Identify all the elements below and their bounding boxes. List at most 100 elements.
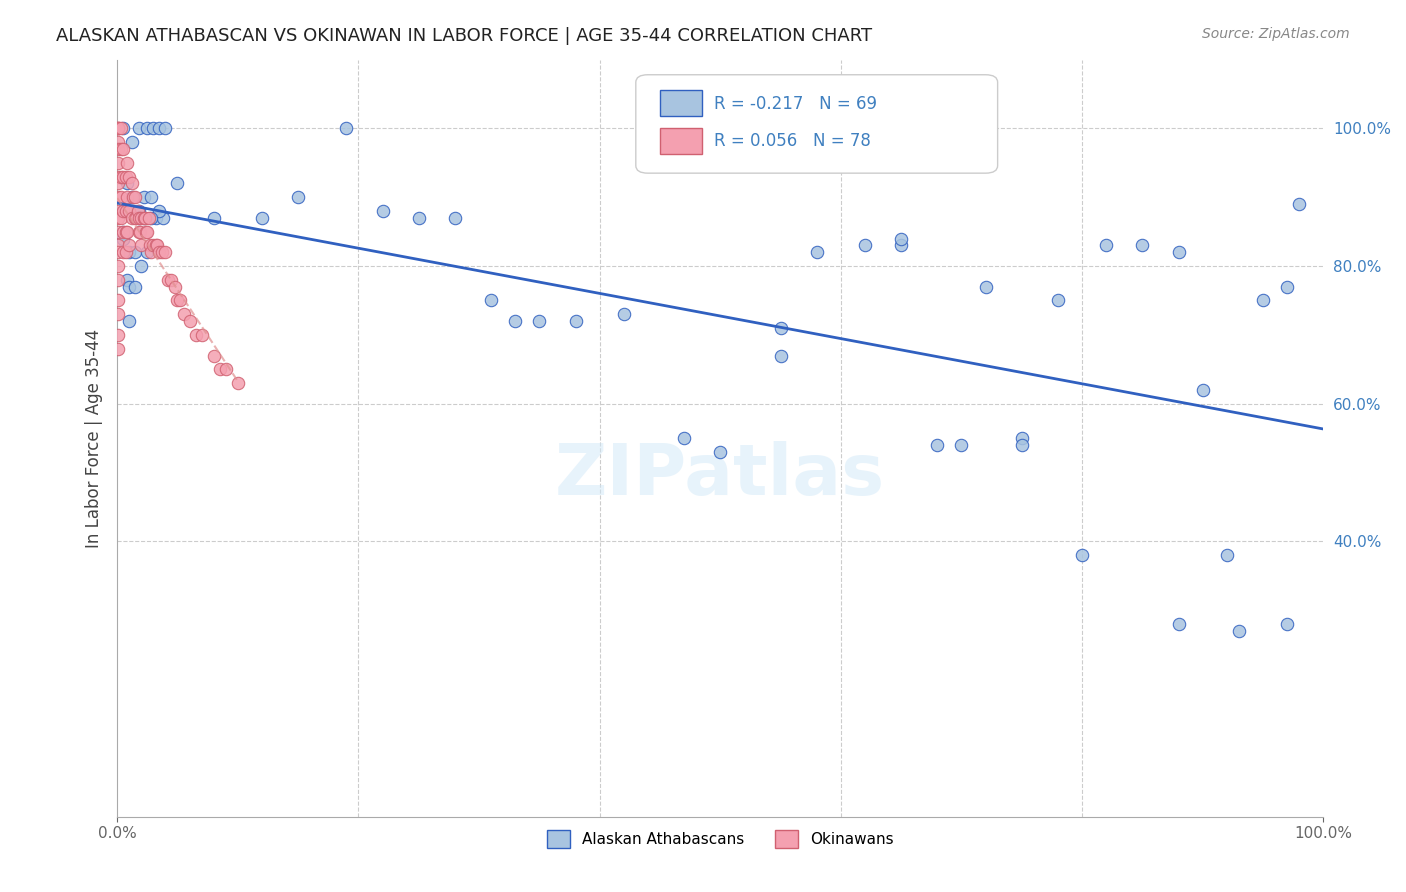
- Point: [118, 238, 141, 252]
- Point: [1011, 438, 1033, 452]
- Point: [110, 211, 132, 225]
- Point: [118, 314, 141, 328]
- Point: [128, 211, 150, 225]
- Text: Source: ZipAtlas.com: Source: ZipAtlas.com: [1202, 27, 1350, 41]
- Point: [107, 204, 129, 219]
- Legend: Alaskan Athabascans, Okinawans: Alaskan Athabascans, Okinawans: [541, 823, 900, 855]
- Point: [128, 225, 150, 239]
- Point: [114, 169, 136, 184]
- Point: [114, 204, 136, 219]
- Point: [107, 225, 129, 239]
- Point: [107, 245, 129, 260]
- Point: [927, 438, 949, 452]
- Point: [145, 211, 167, 225]
- Point: [165, 279, 187, 293]
- Point: [1216, 548, 1239, 562]
- Point: [503, 314, 526, 328]
- Point: [112, 231, 135, 245]
- Point: [145, 238, 167, 252]
- Point: [208, 362, 231, 376]
- Point: [1191, 383, 1213, 397]
- Point: [148, 245, 170, 260]
- Point: [131, 238, 153, 252]
- Point: [139, 238, 162, 252]
- Point: [112, 225, 135, 239]
- Point: [107, 121, 129, 136]
- Point: [202, 349, 225, 363]
- Point: [110, 169, 132, 184]
- Point: [1251, 293, 1274, 308]
- Point: [107, 342, 129, 356]
- Point: [156, 273, 179, 287]
- Point: [166, 293, 188, 308]
- Point: [118, 245, 141, 260]
- Point: [127, 204, 149, 219]
- Point: [107, 169, 129, 184]
- Point: [107, 121, 129, 136]
- Point: [890, 238, 912, 252]
- Point: [136, 121, 159, 136]
- Point: [107, 259, 129, 273]
- Point: [107, 211, 129, 225]
- Point: [132, 211, 155, 225]
- Point: [215, 362, 238, 376]
- Point: [155, 121, 177, 136]
- Point: [107, 135, 129, 149]
- Point: [118, 169, 141, 184]
- Point: [128, 211, 150, 225]
- Point: [139, 190, 162, 204]
- Point: [287, 190, 309, 204]
- Point: [155, 245, 177, 260]
- Point: [974, 279, 997, 293]
- Point: [112, 225, 135, 239]
- Point: [139, 245, 162, 260]
- Y-axis label: In Labor Force | Age 35-44: In Labor Force | Age 35-44: [86, 328, 103, 548]
- Point: [132, 211, 155, 225]
- Point: [335, 121, 357, 136]
- Point: [769, 321, 792, 335]
- Point: [1167, 617, 1189, 632]
- Point: [121, 211, 143, 225]
- Point: [121, 190, 143, 204]
- Point: [112, 231, 135, 245]
- Point: [112, 204, 135, 219]
- Point: [112, 169, 135, 184]
- Point: [107, 156, 129, 170]
- Point: [115, 177, 138, 191]
- Text: ZIPatlas: ZIPatlas: [555, 442, 886, 510]
- Bar: [659, 90, 702, 116]
- Point: [673, 431, 696, 445]
- Point: [1095, 238, 1118, 252]
- Point: [1130, 238, 1153, 252]
- Point: [190, 327, 212, 342]
- Point: [112, 245, 135, 260]
- Point: [169, 293, 191, 308]
- Bar: [659, 128, 702, 154]
- Point: [1275, 279, 1298, 293]
- Point: [121, 177, 143, 191]
- Point: [107, 273, 129, 287]
- Text: ALASKAN ATHABASCAN VS OKINAWAN IN LABOR FORCE | AGE 35-44 CORRELATION CHART: ALASKAN ATHABASCAN VS OKINAWAN IN LABOR …: [56, 27, 872, 45]
- Point: [107, 307, 129, 321]
- Point: [769, 349, 792, 363]
- Point: [115, 273, 138, 287]
- Point: [112, 204, 135, 219]
- Point: [1288, 197, 1310, 211]
- Point: [114, 225, 136, 239]
- Point: [1011, 431, 1033, 445]
- Point: [107, 177, 129, 191]
- Point: [110, 190, 132, 204]
- Point: [121, 135, 143, 149]
- Point: [152, 211, 174, 225]
- Point: [806, 245, 828, 260]
- Point: [107, 142, 129, 156]
- Point: [890, 231, 912, 245]
- Point: [124, 279, 146, 293]
- Point: [138, 211, 160, 225]
- Point: [146, 238, 169, 252]
- Point: [444, 211, 467, 225]
- Point: [112, 142, 135, 156]
- Point: [1167, 245, 1189, 260]
- Point: [112, 121, 135, 136]
- Point: [613, 307, 636, 321]
